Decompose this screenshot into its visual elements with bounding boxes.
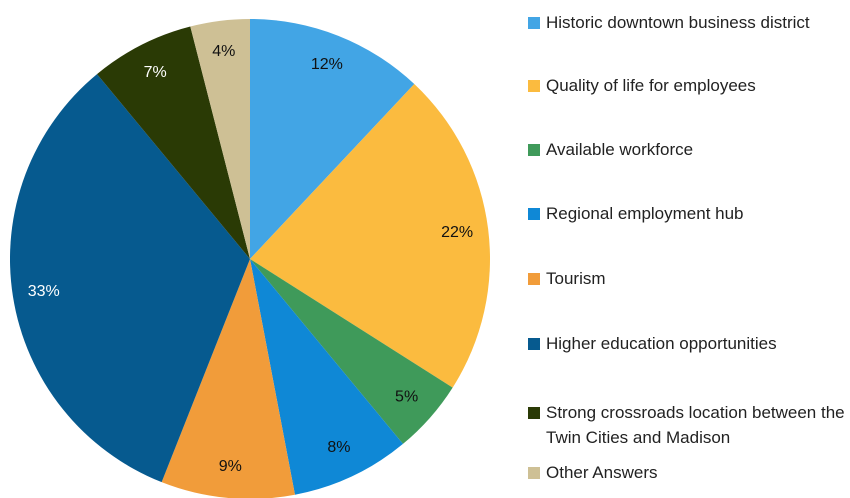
legend-swatch bbox=[528, 467, 540, 479]
pie-chart: 12% 22% 5% 8% 9% 33% 7% 4% bbox=[9, 19, 490, 498]
slice-label: 8% bbox=[327, 439, 350, 456]
legend-item: Regional employment hub bbox=[528, 201, 846, 226]
pie-slice bbox=[250, 259, 453, 444]
slice-label: 4% bbox=[212, 43, 235, 60]
legend-label: Historic downtown business district bbox=[546, 13, 810, 32]
legend-label: Higher education opportunities bbox=[546, 334, 777, 353]
legend-swatch bbox=[528, 80, 540, 92]
pie-slice bbox=[250, 259, 403, 495]
pie-slice bbox=[250, 84, 490, 388]
pie-slice bbox=[97, 26, 250, 260]
legend-item: Tourism bbox=[528, 266, 846, 291]
slice-label: 7% bbox=[144, 64, 167, 81]
legend-swatch bbox=[528, 144, 540, 156]
legend-item: Quality of life for employees bbox=[528, 73, 846, 98]
legend-label: Regional employment hub bbox=[546, 204, 744, 223]
legend-swatch bbox=[528, 273, 540, 285]
legend-swatch bbox=[528, 208, 540, 220]
legend-label: Available workforce bbox=[546, 140, 694, 159]
legend-swatch bbox=[528, 338, 540, 350]
slice-label: 5% bbox=[395, 388, 418, 405]
legend-item: Historic downtown business district bbox=[528, 10, 846, 35]
legend-item: Available workforce bbox=[528, 137, 846, 162]
pie-slice bbox=[161, 259, 295, 498]
legend-label: Quality of life for employees bbox=[546, 76, 756, 95]
pie-slice bbox=[250, 19, 415, 259]
legend-swatch bbox=[528, 407, 540, 419]
slice-label: 33% bbox=[28, 283, 60, 300]
legend-item: Other Answers bbox=[528, 460, 846, 485]
legend-label: Other Answers bbox=[546, 463, 658, 482]
pie-slice bbox=[190, 19, 250, 259]
legend-label: Tourism bbox=[546, 269, 606, 288]
legend-item: Strong crossroads location between the T… bbox=[528, 400, 846, 450]
legend-label: Strong crossroads location between the T… bbox=[546, 403, 845, 447]
legend-item: Higher education opportunities bbox=[528, 331, 846, 356]
slice-label: 12% bbox=[311, 56, 343, 73]
pie-slice bbox=[9, 74, 251, 483]
legend-swatch bbox=[528, 17, 540, 29]
slice-label: 22% bbox=[441, 224, 473, 241]
slice-label: 9% bbox=[219, 458, 242, 475]
